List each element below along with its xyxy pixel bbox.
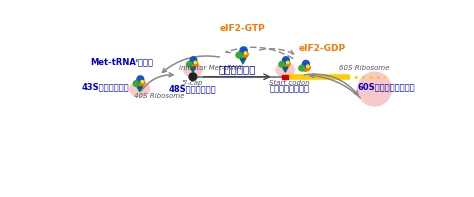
Circle shape [194,61,197,64]
Circle shape [240,47,247,54]
Ellipse shape [183,63,202,77]
Text: 60S Ribosome: 60S Ribosome [339,65,390,71]
Polygon shape [283,67,288,72]
Text: eIF2-GTP: eIF2-GTP [220,24,266,33]
Circle shape [189,73,197,81]
FancyArrowPatch shape [226,47,293,59]
FancyArrowPatch shape [141,73,173,91]
Circle shape [187,62,192,67]
Circle shape [283,57,289,63]
Text: 43S複合体の形成: 43S複合体の形成 [82,82,129,91]
Text: 60Sリボソームの結合: 60Sリボソームの結合 [357,82,415,91]
Circle shape [133,81,139,86]
Text: initiator Met-tRNAᴵ: initiator Met-tRNAᴵ [179,65,243,71]
FancyArrowPatch shape [259,49,294,54]
Circle shape [190,57,197,63]
Ellipse shape [237,50,248,58]
Text: 開始コドンの認識: 開始コドンの認識 [269,85,309,94]
Text: スキャニング: スキャニング [219,64,256,74]
Text: 5'-cap: 5'-cap [182,80,204,86]
Circle shape [137,76,144,83]
Circle shape [302,60,310,67]
Circle shape [286,61,289,64]
FancyArrowPatch shape [310,74,360,98]
Polygon shape [137,87,143,92]
Polygon shape [240,58,246,64]
FancyArrowPatch shape [304,74,358,95]
Text: eIF2-GDP: eIF2-GDP [299,44,346,53]
Circle shape [358,72,392,106]
Text: Start codon: Start codon [269,80,310,86]
Circle shape [244,52,247,54]
Circle shape [299,65,304,71]
Circle shape [141,80,144,83]
Text: 48S複合体の形成: 48S複合体の形成 [169,85,217,94]
Polygon shape [190,67,196,72]
Circle shape [307,65,309,68]
Ellipse shape [130,81,150,97]
Text: Met-tRNAᴵの結合: Met-tRNAᴵの結合 [91,57,154,66]
Ellipse shape [135,79,145,87]
Circle shape [279,62,284,67]
Ellipse shape [301,64,310,71]
Ellipse shape [188,60,198,67]
FancyArrowPatch shape [163,56,219,72]
Bar [282,75,288,79]
Ellipse shape [276,63,294,77]
Circle shape [236,52,242,58]
Ellipse shape [281,60,290,67]
Text: 40S Ribosome: 40S Ribosome [134,93,184,99]
